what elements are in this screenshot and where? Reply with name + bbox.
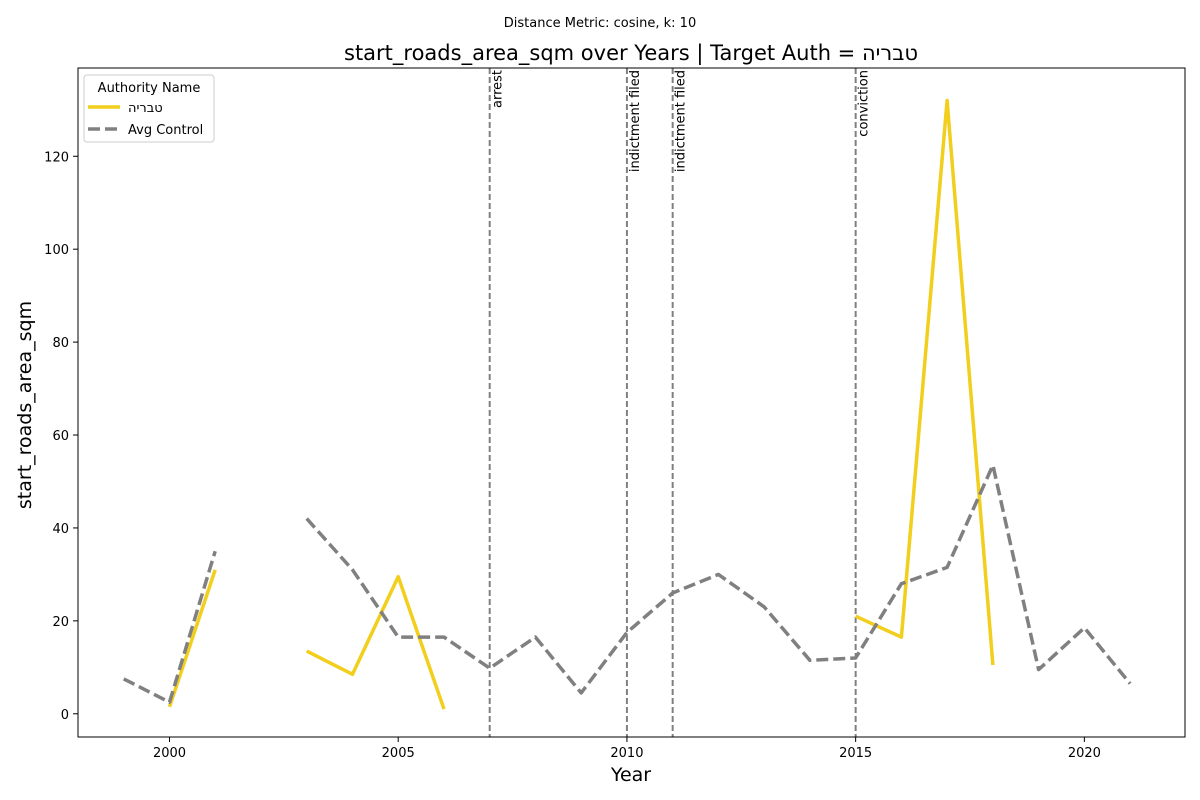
series-1-segment-0: [122, 550, 217, 704]
x-tick-label-2: 2010: [610, 746, 643, 761]
x-axis-label: Year: [610, 764, 651, 786]
y-axis-label: start_roads_area_sqm: [14, 301, 36, 509]
y-tick-label-2: 40: [52, 522, 69, 537]
legend-title: Authority Name: [98, 81, 201, 96]
chart-title: start_roads_area_sqm over Years | Target…: [344, 41, 918, 66]
y-tick-label-5: 100: [44, 243, 69, 258]
x-tick-label-1: 2005: [382, 746, 415, 761]
event-label-3: conviction: [857, 70, 872, 137]
event-label-0: arrest: [491, 70, 506, 108]
axes-frame: [77, 67, 1186, 738]
legend-entry-control: Avg Control: [128, 123, 203, 138]
y-tick-label-3: 60: [52, 429, 69, 444]
y-tick-label-6: 120: [44, 150, 69, 165]
legend: Authority Name טבריה Avg Control: [83, 74, 215, 143]
y-tick-label-4: 80: [52, 336, 69, 351]
series-1-segment-1: [305, 463, 1132, 695]
event-label-2: indictment filed: [674, 70, 689, 172]
y-tick-label-0: 0: [61, 708, 69, 723]
series-0-segment-1: [305, 574, 446, 710]
y-tick-label-1: 20: [52, 615, 69, 630]
x-tick-label-0: 2000: [153, 746, 186, 761]
series-0-segment-2: [854, 98, 995, 666]
legend-entry-target: טבריה: [128, 101, 163, 116]
chart-suptitle: Distance Metric: cosine, k: 10: [504, 16, 696, 31]
event-label-1: indictment filed: [628, 70, 643, 172]
x-tick-label-4: 2020: [1068, 746, 1101, 761]
x-tick-label-3: 2015: [839, 746, 872, 761]
series-0-segment-0: [167, 569, 217, 708]
legend-box: [83, 74, 215, 143]
plot-area: arrest indictment filed indictment filed co…: [44, 67, 1186, 761]
